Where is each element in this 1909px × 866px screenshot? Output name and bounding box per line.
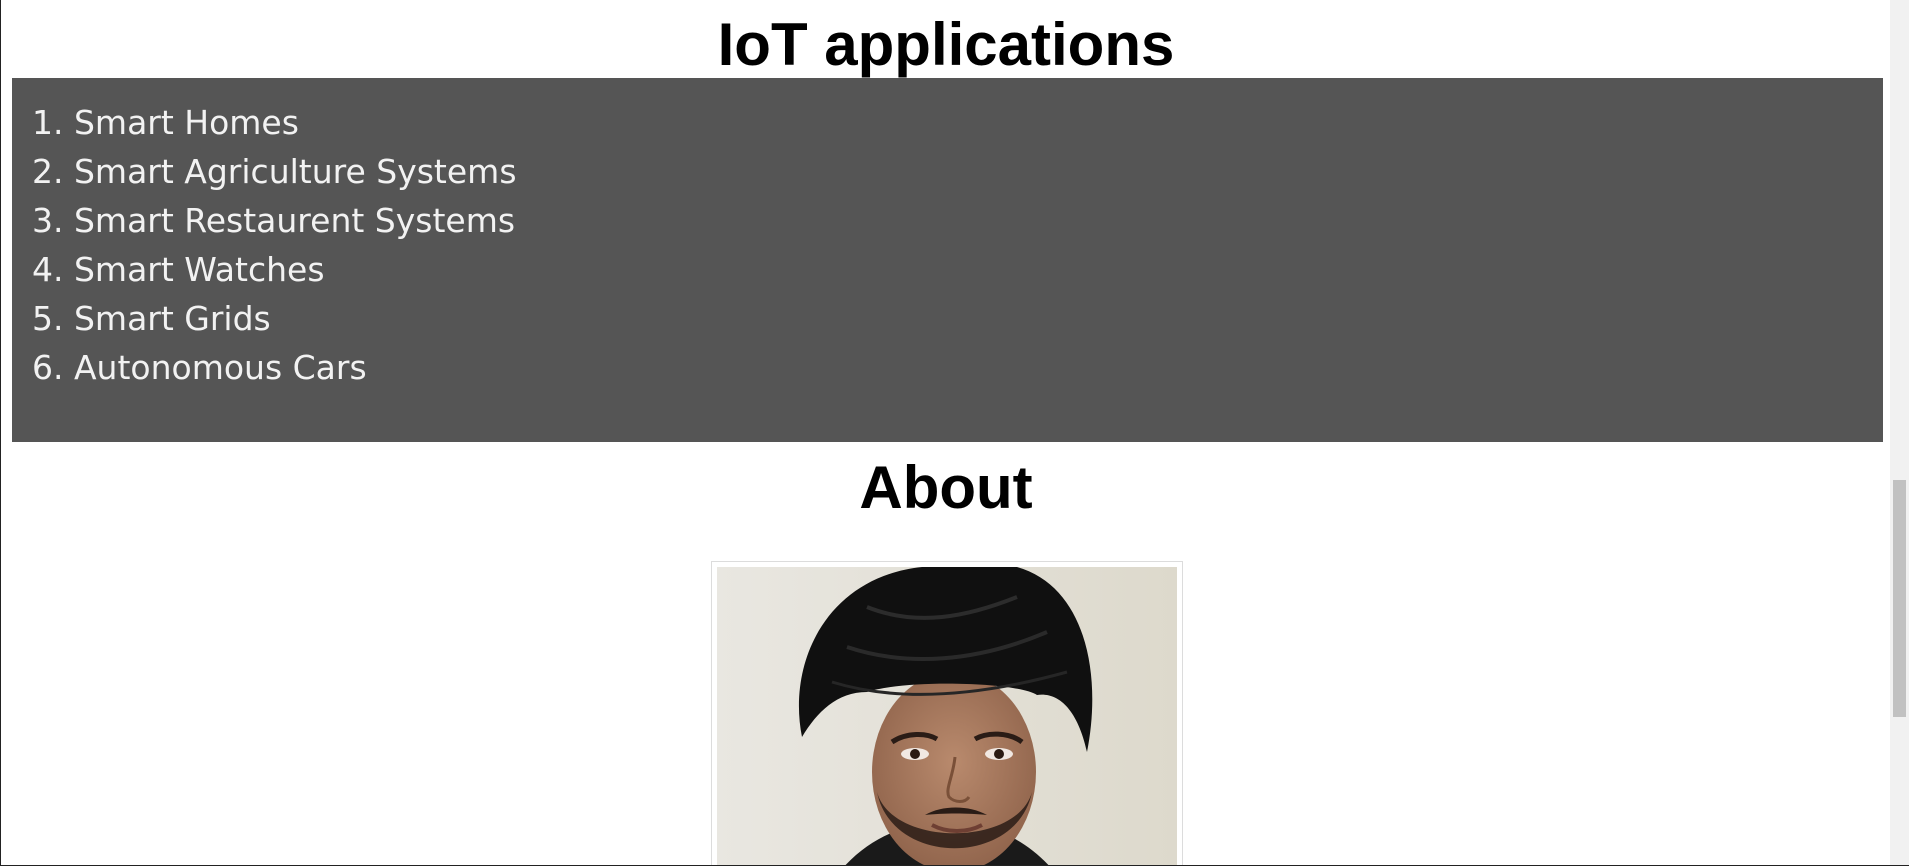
- list-item: 1. Smart Homes: [32, 103, 299, 142]
- list-item: 6. Autonomous Cars: [32, 348, 367, 387]
- profile-photo-frame: [711, 561, 1183, 865]
- list-item: 3. Smart Restaurent Systems: [32, 201, 516, 240]
- iot-applications-panel: 1. Smart Homes 2. Smart Agriculture Syst…: [12, 78, 1883, 442]
- iot-applications-heading: IoT applications: [717, 11, 1175, 78]
- profile-photo: [717, 567, 1177, 865]
- list-item: 2. Smart Agriculture Systems: [32, 152, 517, 191]
- vertical-scrollbar[interactable]: [1890, 0, 1909, 865]
- list-item: 5. Smart Grids: [32, 299, 271, 338]
- iot-applications-list: 1. Smart Homes 2. Smart Agriculture Syst…: [12, 78, 1883, 392]
- scrollbar-thumb[interactable]: [1893, 480, 1906, 717]
- list-item: 4. Smart Watches: [32, 250, 325, 289]
- about-heading: About: [859, 454, 1033, 521]
